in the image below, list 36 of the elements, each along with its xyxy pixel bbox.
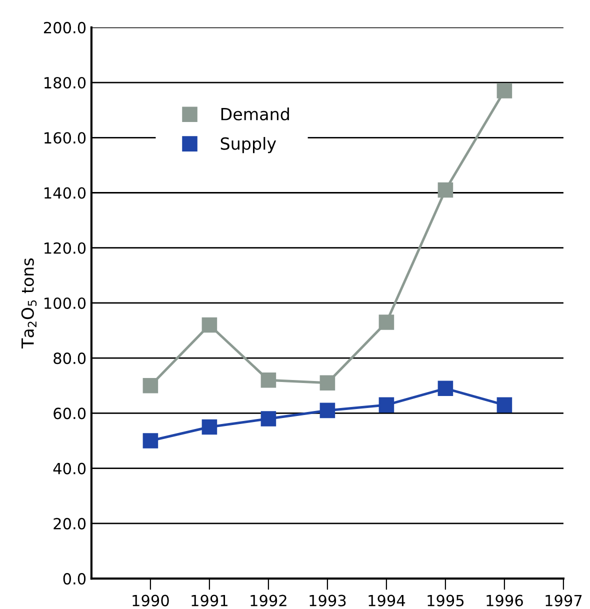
point [260,372,276,388]
point [202,419,218,435]
x-tick-label: 1991 [192,594,228,606]
legend-label: Demand [221,108,289,120]
x-tick-label: 1997 [546,594,582,606]
y-tick-label: 40.0 [53,462,86,474]
y-axis-title: Ta$_{2}$O$_{5}$ tons [21,258,37,349]
point [438,182,454,198]
point [378,397,394,413]
x-tick-label: 1990 [132,594,169,606]
point [320,375,336,391]
x-tick-label: 1994 [368,594,406,606]
legend-label: Supply [220,136,276,154]
y-tick-label: 20.0 [54,518,86,530]
x-tick-label: 1996 [486,594,523,606]
point [260,411,276,426]
y-tick-label: 100.0 [44,297,86,309]
y-tick-label: 200.0 [44,22,86,34]
y-tick-label: 140.0 [44,187,86,199]
point [320,402,336,418]
x-tick-label: 1995 [428,594,464,606]
point [438,380,454,396]
point [496,397,512,413]
x-tick-label: 1993 [310,594,346,606]
point [496,83,512,98]
y-tick-label: 0.0 [63,573,86,585]
y-tick-label: 120.0 [44,242,86,254]
point [202,317,218,333]
point [378,314,394,330]
y-tick-label: 180.0 [44,76,86,89]
point [142,378,158,394]
point [142,433,158,448]
y-tick-label: 80.0 [54,352,86,364]
y-tick-label: 60.0 [54,408,86,420]
y-tick-label: 160.0 [44,132,86,144]
x-tick-label: 1992 [250,594,286,606]
